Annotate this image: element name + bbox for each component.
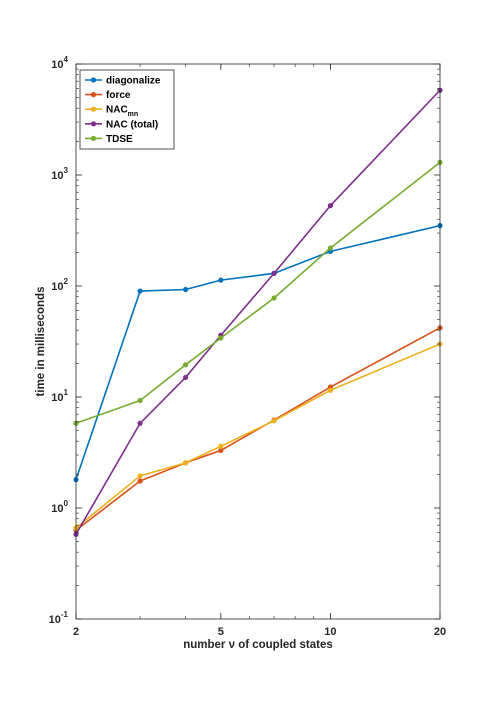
x-axis-label: number ν of coupled states [183,639,333,651]
legend-swatch-marker-4 [90,135,97,141]
y-axis-label: time in milliseconds [35,287,47,397]
y-tick-label: 100 [51,499,68,515]
data-point-0-1 [137,288,143,294]
y-tick-label: 103 [51,166,68,182]
data-point-4-4 [271,295,277,301]
data-point-4-3 [218,335,224,341]
data-point-3-1 [137,420,143,426]
legend-label-1: force [106,90,131,101]
data-point-4-1 [137,397,143,404]
legend-label-0: diagonalize [106,76,161,87]
legend-swatch-marker-1 [90,92,97,98]
y-tick-label: 102 [51,277,68,293]
legend-label-2: NACmn [106,105,138,119]
axes: 2 5 10 20 10-1 100 101 102 103 104 number ν of cou… [35,55,446,651]
x-tick-label: 2 [73,626,79,638]
legend-swatch-marker-2 [90,106,97,112]
data-point-3-2 [182,374,189,381]
x-tick-label: 10 [324,626,336,638]
data-point-2-2 [182,460,189,466]
data-point-2-4 [271,418,277,424]
y-tick-label: 104 [51,55,68,71]
legend-label-3: NAC (total) [106,119,158,130]
data-point-0-3 [218,277,224,283]
data-point-4-2 [182,362,189,368]
data-point-2-1 [137,473,143,479]
legend-label-4: TDSE [106,134,133,145]
data-point-2-5 [327,387,334,393]
data-point-2-3 [218,443,224,449]
data-point-3-5 [327,203,334,209]
axes-box [75,63,441,620]
y-tick-label: 101 [51,388,68,404]
legend-swatch-marker-3 [90,121,97,127]
data-point-1-3 [218,447,224,454]
y-tick-label: 10-1 [49,610,69,626]
data-point-0-2 [182,286,189,293]
data-point-1-1 [137,478,143,484]
data-point-3-4 [271,270,277,276]
plot-background [76,64,440,619]
x-tick-label: 5 [218,626,224,638]
data-point-4-5 [327,245,334,251]
plot-area [73,64,443,619]
x-tick-label: 20 [434,626,446,638]
legend-swatch-marker-0 [90,77,97,83]
